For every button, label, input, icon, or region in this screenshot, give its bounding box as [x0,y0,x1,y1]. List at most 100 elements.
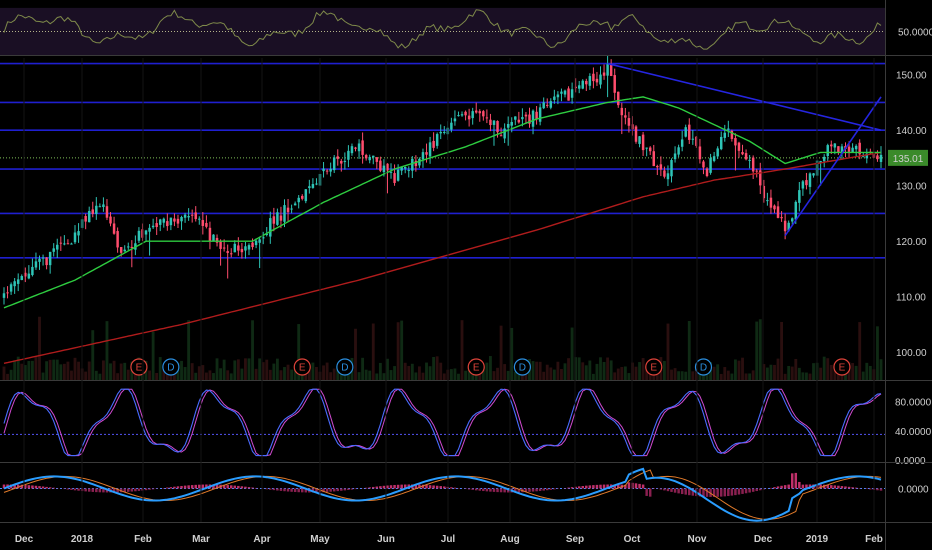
volume-bar [222,359,226,380]
candle-body [251,242,254,248]
volume-bar [474,373,478,380]
x-tick-label: Dec [754,534,773,545]
macd-histogram-bar [585,485,588,489]
volume-bar [126,369,130,380]
price-y-tick-label: 100.00 [896,348,927,359]
candle-body [350,146,354,154]
stochastic-d-line [3,388,882,457]
macd-histogram-bar [322,488,325,493]
volume-bar [464,370,467,380]
macd-histogram-bar [744,488,748,494]
macd-histogram-bar [514,488,517,493]
volume-bar [773,364,776,380]
candle-body [87,211,91,223]
volume-bar [574,357,578,380]
volume-bar [361,357,365,380]
macd-histogram-bar [194,484,197,489]
volume-bar [389,370,393,380]
macd-histogram-bar [169,487,173,489]
volume-bar [829,364,833,380]
volume-bar [868,365,872,380]
candle-body [812,173,815,176]
event-marker-label: E [473,363,480,374]
volume-bar [496,367,499,380]
macd-histogram-bar [680,488,684,495]
macd-histogram-bar [31,485,34,489]
candle-body [652,151,656,167]
candle-body [59,242,63,244]
macd-histogram-bar [237,485,240,489]
candle-body [148,227,151,232]
macd-histogram-bar [712,488,716,497]
earnings-event-icon [293,358,311,376]
candle-body [222,247,226,249]
macd-histogram-bar [482,488,485,492]
volume-bar [670,369,673,380]
volume-bar [297,324,301,380]
volume-bar [723,367,727,380]
candle-body [180,217,183,222]
candle-body [574,86,577,89]
volume-bar [741,357,744,380]
volume-bar [510,327,514,380]
macd-signal-line [3,469,882,520]
volume-bar [290,369,294,380]
macd-histogram-bar [876,488,879,491]
volume-bar [662,360,666,380]
volume-bar [66,361,70,380]
candle-body [691,138,695,140]
macd-histogram-bar [666,488,670,492]
volume-bar [421,372,425,380]
x-tick-label: Feb [865,534,883,545]
volume-bar [2,366,6,380]
candle-body [542,102,545,109]
candle-body [166,221,169,227]
volume-bar [673,368,677,380]
candle-body [432,140,435,148]
candle-body [794,201,798,220]
volume-bar [748,373,752,380]
volume-bar [457,373,460,380]
macd-histogram-bar [428,485,432,489]
macd-histogram-bar [833,485,837,489]
candle-body [645,147,648,149]
candle-body [155,223,158,228]
macd-histogram-bar [336,488,339,492]
candle-body [265,233,268,235]
volume-bar [623,366,627,380]
macd-histogram-bar [645,488,648,496]
macd-histogram-bar [471,488,474,490]
volume-bar [410,363,414,380]
macd-histogram-bar [595,484,599,489]
candle-body [418,158,421,166]
macd-histogram-bar [403,484,407,489]
macd-histogram-bar [776,486,780,489]
candle-body [247,245,251,250]
volume-bar [286,364,290,380]
volume-bar [428,366,432,380]
candle-body [673,153,677,160]
candle-body [38,258,41,262]
macd-histogram-bar [478,488,482,491]
volume-bar [734,359,737,380]
macd-histogram-bar [166,487,169,489]
macd-histogram-bar [372,486,375,489]
volume-bar [378,362,382,380]
volume-bar [233,360,237,380]
candle-body [485,117,489,119]
macd-histogram-bar [719,488,723,497]
candle-body [425,152,428,155]
volume-bar [432,356,436,380]
candle-body [524,114,528,117]
candle-body [822,156,826,162]
macd-histogram-bar [400,484,403,489]
macd-histogram-bar [343,488,347,491]
volume-bar [794,358,798,380]
volume-bar [16,356,20,380]
candle-body [315,183,318,185]
event-marker-label: E [299,363,306,374]
macd-histogram-bar [751,488,755,492]
candle-body [308,186,311,189]
macd-y-tick-label: 0.0000 [898,484,929,495]
